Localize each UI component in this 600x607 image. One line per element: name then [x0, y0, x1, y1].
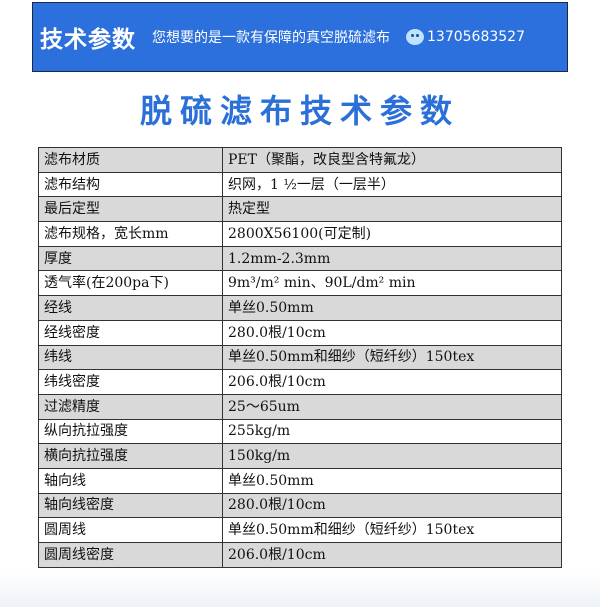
table-row: 过滤精度 25～65um: [38, 393, 562, 420]
spec-value: 热定型: [222, 196, 562, 223]
table-row: 纵向抗拉强度 255kg/m: [38, 418, 562, 445]
phone-number: 13705683527: [427, 29, 525, 45]
spec-label: 滤布规格，宽长mm: [38, 221, 223, 247]
spec-label: 横向抗拉强度: [38, 443, 223, 469]
spec-value: 单丝0.50mm: [222, 467, 562, 494]
spec-value: 2800X56100(可定制): [222, 221, 562, 247]
spec-value: 25～65um: [222, 393, 562, 420]
spec-label: 滤布材质: [38, 147, 223, 173]
banner-phone: 13705683527: [406, 29, 525, 45]
spec-label: 最后定型: [38, 196, 223, 223]
table-row: 纬线 单丝0.50mm和细纱（短纤纱）150tex: [38, 344, 562, 371]
table-row: 纬线密度 206.0根/10cm: [38, 369, 562, 395]
spec-value: 9m³/m² min、90L/dm² min: [222, 270, 562, 297]
footer-decoration: [0, 572, 600, 607]
spec-label: 透气率(在200pa下): [38, 270, 223, 297]
spec-value: 单丝0.50mm和细纱（短纤纱）150tex: [222, 344, 562, 371]
banner-title: 技术参数: [40, 27, 136, 53]
table-row: 横向抗拉强度 150kg/m: [38, 443, 562, 469]
table-row: 透气率(在200pa下) 9m³/m² min、90L/dm² min: [38, 270, 562, 297]
spec-value: PET（聚酯，改良型含特氟龙）: [222, 147, 562, 173]
spec-label: 厚度: [38, 245, 223, 272]
spec-label: 经线: [38, 295, 223, 321]
spec-label: 纬线: [38, 344, 223, 371]
spec-value: 280.0根/10cm: [222, 492, 562, 519]
spec-value: 单丝0.50mm和细纱（短纤纱）150tex: [222, 517, 562, 543]
spec-value: 255kg/m: [222, 418, 562, 445]
spec-label: 经线密度: [38, 319, 223, 346]
table-row: 滤布结构 织网，1 ½一层（一层半）: [38, 171, 562, 198]
banner-slogan: 您想要的是一款有保障的真空脱硫滤布: [152, 30, 390, 46]
spec-label: 圆周线: [38, 517, 223, 543]
table-row: 圆周线密度 206.0根/10cm: [38, 542, 562, 568]
spec-label: 过滤精度: [38, 393, 223, 420]
spec-value: 206.0根/10cm: [222, 542, 562, 568]
page-title: 脱硫滤布技术参数: [139, 92, 460, 130]
spec-label: 轴向线: [38, 467, 223, 494]
spec-label: 圆周线密度: [38, 542, 223, 568]
spec-value: 206.0根/10cm: [222, 369, 562, 395]
table-row: 滤布材质 PET（聚酯，改良型含特氟龙）: [38, 147, 562, 173]
spec-value: 织网，1 ½一层（一层半）: [222, 171, 562, 198]
spec-value: 1.2mm-2.3mm: [222, 245, 562, 272]
header-banner: 技术参数 您想要的是一款有保障的真空脱硫滤布 13705683527: [32, 2, 568, 72]
table-row: 圆周线 单丝0.50mm和细纱（短纤纱）150tex: [38, 517, 562, 543]
table-row: 最后定型 热定型: [38, 196, 562, 223]
table-row: 经线密度 280.0根/10cm: [38, 319, 562, 346]
spec-value: 280.0根/10cm: [222, 319, 562, 346]
table-row: 轴向线 单丝0.50mm: [38, 467, 562, 494]
spec-label: 纵向抗拉强度: [38, 418, 223, 445]
spec-label: 轴向线密度: [38, 492, 223, 519]
spec-label: 滤布结构: [38, 171, 223, 198]
spec-value: 单丝0.50mm: [222, 295, 562, 321]
mascot-icon: [406, 29, 424, 45]
table-row: 经线 单丝0.50mm: [38, 295, 562, 321]
spec-label: 纬线密度: [38, 369, 223, 395]
spec-value: 150kg/m: [222, 443, 562, 469]
table-row: 滤布规格，宽长mm 2800X56100(可定制): [38, 221, 562, 247]
table-row: 轴向线密度 280.0根/10cm: [38, 492, 562, 519]
table-row: 厚度 1.2mm-2.3mm: [38, 245, 562, 272]
spec-table: 滤布材质 PET（聚酯，改良型含特氟龙） 滤布结构 织网，1 ½一层（一层半） 最后定型…: [38, 147, 562, 568]
